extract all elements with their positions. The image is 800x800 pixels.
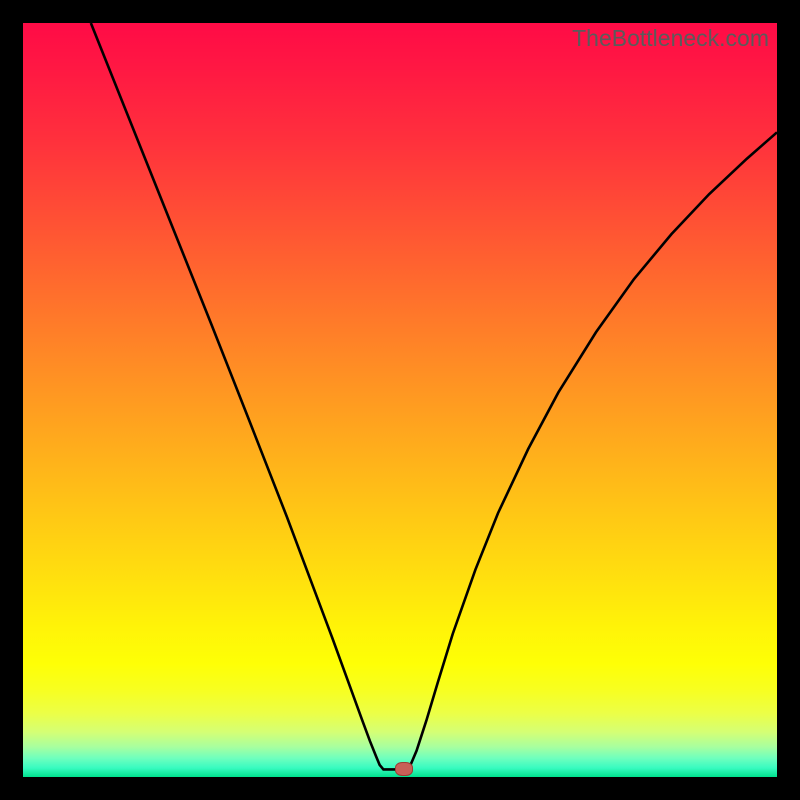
watermark-text: TheBottleneck.com	[572, 25, 769, 52]
optimal-point-marker	[395, 762, 413, 776]
chart-frame: TheBottleneck.com	[0, 0, 800, 800]
bottleneck-curve	[23, 23, 777, 777]
plot-area	[23, 23, 777, 777]
curve-path	[91, 23, 777, 769]
